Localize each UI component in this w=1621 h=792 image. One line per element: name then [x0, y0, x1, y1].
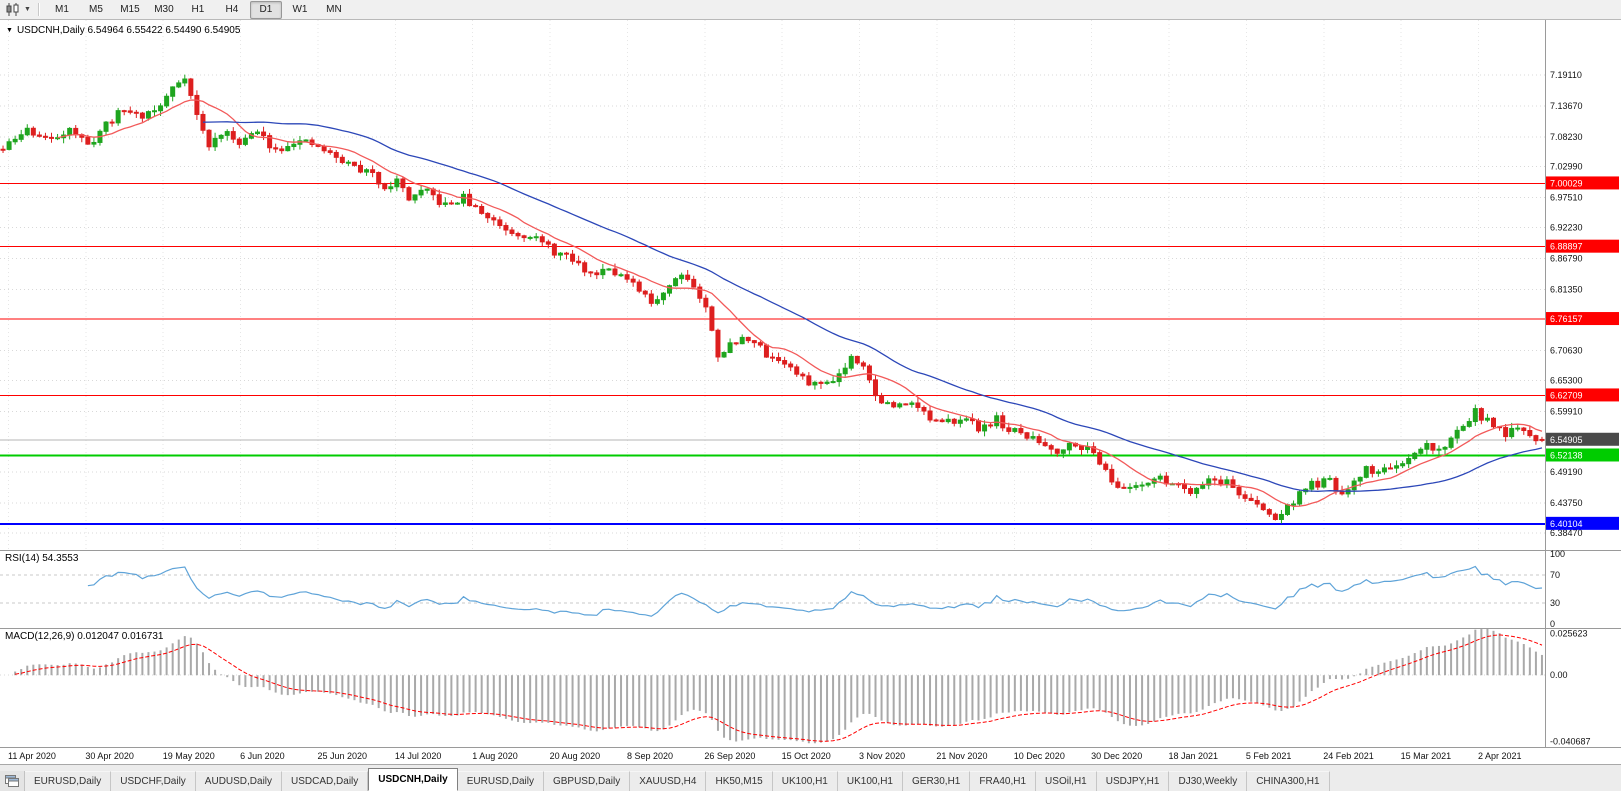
chart-type-dropdown-icon[interactable]: ▼ — [24, 6, 31, 13]
svg-text:100: 100 — [1550, 549, 1565, 559]
svg-text:6 Jun 2020: 6 Jun 2020 — [240, 751, 285, 761]
svg-text:-0.040687: -0.040687 — [1550, 737, 1591, 747]
symbol-tabs: EURUSD,Daily USDCHF,Daily AUDUSD,Daily USDC… — [25, 765, 1330, 791]
timeframe-button-m30[interactable]: M30 — [154, 3, 174, 15]
svg-text:30 Apr 2020: 30 Apr 2020 — [85, 751, 134, 761]
timeframe-button-w1[interactable]: W1 — [292, 3, 308, 15]
svg-text:6.49190: 6.49190 — [1550, 467, 1583, 477]
svg-text:21 Nov 2020: 21 Nov 2020 — [936, 751, 987, 761]
symbol-tab-usdcad-daily[interactable]: USDCAD,Daily — [282, 771, 369, 791]
timeframe-button-m1[interactable]: M1 — [54, 3, 69, 15]
timeframe-button-h4[interactable]: H4 — [225, 3, 239, 15]
timeframe-button-h1[interactable]: H1 — [191, 3, 205, 15]
svg-text:6.76157: 6.76157 — [1550, 314, 1583, 324]
svg-text:15 Oct 2020: 15 Oct 2020 — [782, 751, 831, 761]
svg-text:6.62709: 6.62709 — [1550, 390, 1583, 400]
chart-type-icon[interactable] — [3, 2, 23, 18]
timeframe-button-m15[interactable]: M15 — [120, 3, 140, 15]
svg-text:0.025623: 0.025623 — [1550, 628, 1588, 638]
svg-text:2 Apr 2021: 2 Apr 2021 — [1478, 751, 1522, 761]
svg-text:6.92230: 6.92230 — [1550, 223, 1583, 233]
macd-panel — [0, 628, 1545, 747]
chart-area[interactable]: ▼ USDCNH,Daily 6.54964 6.55422 6.54490 6… — [0, 20, 1621, 764]
symbol-tab-usdjpy-h1[interactable]: USDJPY,H1 — [1096, 771, 1170, 791]
price-panel — [0, 74, 1545, 534]
svg-text:6.43750: 6.43750 — [1550, 498, 1583, 508]
candles-layer — [0, 74, 1545, 524]
svg-text:6.54905: 6.54905 — [1550, 435, 1583, 445]
svg-text:7.13670: 7.13670 — [1550, 101, 1583, 111]
symbol-tab-eurusd-daily[interactable]: EURUSD,Daily — [457, 771, 544, 791]
svg-text:3 Nov 2020: 3 Nov 2020 — [859, 751, 905, 761]
svg-text:30: 30 — [1550, 598, 1560, 608]
symbol-tab-hk50-m15[interactable]: HK50,M15 — [706, 771, 773, 791]
symbol-tab-china300-h1[interactable]: CHINA300,H1 — [1247, 771, 1330, 791]
svg-text:7.19110: 7.19110 — [1550, 70, 1582, 80]
svg-text:6.88897: 6.88897 — [1550, 242, 1583, 252]
symbol-tab-dj30-weekly[interactable]: DJ30,Weekly — [1169, 771, 1248, 791]
timeframe-button-d1[interactable]: D1 — [249, 0, 282, 19]
svg-text:6.81350: 6.81350 — [1550, 285, 1583, 295]
svg-text:0: 0 — [1550, 619, 1555, 629]
symbol-tab-uk100-h1[interactable]: UK100,H1 — [772, 771, 838, 791]
chart-windows-icon[interactable] — [0, 771, 25, 791]
symbol-tab-gbpusd-daily[interactable]: GBPUSD,Daily — [543, 771, 631, 791]
symbol-tab-eurusd-daily[interactable]: EURUSD,Daily — [25, 771, 112, 791]
symbol-tab-usoil-h1[interactable]: USOil,H1 — [1036, 771, 1097, 791]
timeframe-button-m5[interactable]: M5 — [88, 3, 103, 15]
symbol-tab-xauusd-h4[interactable]: XAUUSD,H4 — [630, 771, 707, 791]
svg-text:26 Sep 2020: 26 Sep 2020 — [704, 751, 755, 761]
svg-text:25 Jun 2020: 25 Jun 2020 — [317, 751, 367, 761]
symbol-tab-audusd-daily[interactable]: AUDUSD,Daily — [195, 771, 283, 791]
svg-text:6.97510: 6.97510 — [1550, 193, 1583, 203]
svg-text:7.00029: 7.00029 — [1550, 178, 1583, 188]
svg-text:5 Feb 2021: 5 Feb 2021 — [1246, 751, 1292, 761]
price-scale: 7.19110 7.13670 7.08230 7.02990 6.97510 6.922… — [1546, 70, 1619, 747]
svg-text:19 May 2020: 19 May 2020 — [163, 751, 215, 761]
svg-text:24 Feb 2021: 24 Feb 2021 — [1323, 751, 1374, 761]
timeframe-button-mn[interactable]: MN — [326, 3, 342, 15]
symbol-tab-usdchf-daily[interactable]: USDCHF,Daily — [111, 771, 196, 791]
svg-text:6.59910: 6.59910 — [1550, 406, 1583, 416]
timeframe-buttons: M1 M5 M15 M30 H1 H4 D1 W1 MN — [45, 0, 351, 19]
symbol-tab-fra40-h1[interactable]: FRA40,H1 — [970, 771, 1037, 791]
symbol-tab-usdcnh-daily[interactable]: USDCNH,Daily — [368, 768, 458, 791]
svg-text:6.86790: 6.86790 — [1550, 254, 1583, 264]
svg-text:0.00: 0.00 — [1550, 670, 1568, 680]
chart-tab-bar: EURUSD,Daily USDCHF,Daily AUDUSD,Daily USDC… — [0, 764, 1621, 791]
svg-text:7.08230: 7.08230 — [1550, 132, 1583, 142]
candlestick-glyph — [6, 3, 19, 16]
svg-text:6.38470: 6.38470 — [1550, 528, 1583, 538]
svg-text:18 Jan 2021: 18 Jan 2021 — [1169, 751, 1219, 761]
svg-text:15 Mar 2021: 15 Mar 2021 — [1401, 751, 1452, 761]
svg-text:8 Sep 2020: 8 Sep 2020 — [627, 751, 673, 761]
symbol-tab-uk100-h1[interactable]: UK100,H1 — [837, 771, 903, 791]
svg-text:14 Jul 2020: 14 Jul 2020 — [395, 751, 442, 761]
svg-text:6.70630: 6.70630 — [1550, 345, 1583, 355]
svg-text:11 Apr 2020: 11 Apr 2020 — [8, 751, 56, 761]
symbol-tab-ger30-h1[interactable]: GER30,H1 — [903, 771, 971, 791]
svg-text:10 Dec 2020: 10 Dec 2020 — [1014, 751, 1065, 761]
svg-text:6.65300: 6.65300 — [1550, 376, 1583, 386]
rsi-panel — [0, 550, 1545, 628]
date-scale: 11 Apr 2020 30 Apr 2020 19 May 2020 6 Jun 2… — [8, 751, 1522, 761]
timeframe-toolbar: ▼ M1 M5 M15 M30 H1 H4 D1 W1 MN — [0, 0, 1621, 20]
svg-text:1 Aug 2020: 1 Aug 2020 — [472, 751, 518, 761]
chart-canvas[interactable]: 7.19110 7.13670 7.08230 7.02990 6.97510 6.922… — [0, 20, 1621, 764]
svg-text:70: 70 — [1550, 570, 1560, 580]
svg-text:7.02990: 7.02990 — [1550, 162, 1583, 172]
svg-text:6.40104: 6.40104 — [1550, 519, 1583, 529]
svg-text:6.52138: 6.52138 — [1550, 450, 1583, 460]
svg-text:30 Dec 2020: 30 Dec 2020 — [1091, 751, 1142, 761]
svg-text:20 Aug 2020: 20 Aug 2020 — [550, 751, 601, 761]
toolbar-separator — [37, 3, 40, 16]
